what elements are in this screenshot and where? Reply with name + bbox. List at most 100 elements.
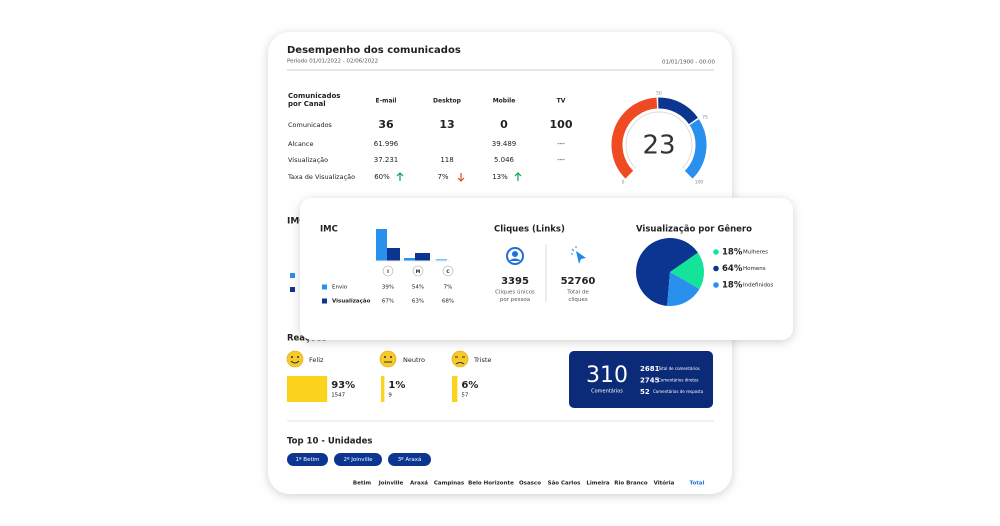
label: Total <box>689 481 704 487</box>
arrow-head <box>514 172 522 177</box>
label: por Canal <box>288 100 326 108</box>
comments-box <box>569 351 713 408</box>
label: Limeira <box>586 481 609 487</box>
label: Desktop <box>433 98 462 105</box>
label: Mobile <box>493 98 516 105</box>
legend-swatch <box>290 287 295 292</box>
title: Desempenho dos comunicados <box>287 45 461 56</box>
label: 52760 <box>561 276 596 287</box>
label: Período 01/01/2022 - 02/06/2022 <box>287 58 378 65</box>
label: Mulheres <box>743 250 768 256</box>
label: 57 <box>461 393 468 399</box>
gauge-value: 23 <box>642 131 675 161</box>
label: Comunicados <box>288 121 333 129</box>
label: cliques <box>568 297 587 303</box>
label: Indefinidos <box>743 283 773 289</box>
label: Cliques (Links) <box>494 225 565 235</box>
unit-badge <box>388 453 431 466</box>
label: Vitória <box>654 480 675 487</box>
unit-badge <box>287 453 328 466</box>
imc-bars <box>376 229 447 261</box>
pie-slice <box>667 272 700 306</box>
gauge-arc <box>611 97 658 179</box>
label: 1547 <box>331 393 345 399</box>
label: 01/01/1900 - 00:00 <box>662 60 716 66</box>
label: 18% <box>722 281 743 291</box>
label: Betim <box>353 481 371 487</box>
label: Campinas <box>434 481 465 487</box>
label: 13% <box>492 173 508 181</box>
label: Alcance <box>288 140 314 148</box>
label: 100 <box>550 118 573 131</box>
label: 52 <box>640 388 650 396</box>
label: Total de <box>566 290 589 296</box>
reaction-bar <box>452 376 458 402</box>
legend-dot <box>713 282 719 288</box>
legend-swatch <box>322 284 327 290</box>
trend-arrow <box>396 172 404 181</box>
label: Triste <box>473 356 491 364</box>
label: 93% <box>331 380 355 391</box>
label: 63% <box>412 299 424 305</box>
label: C <box>446 269 450 275</box>
legend-swatch <box>322 298 327 304</box>
label: 60% <box>374 173 390 181</box>
legend-dot <box>713 249 719 255</box>
label: 36 <box>378 118 394 131</box>
label: 61.996 <box>374 140 399 148</box>
label: São Carlos <box>548 481 581 487</box>
label: Visualização <box>288 156 328 164</box>
reaction-bar <box>381 376 385 402</box>
label: Rio Branco <box>614 481 648 487</box>
label: Visualização <box>332 299 371 305</box>
legend-dot <box>713 265 719 272</box>
label: 39% <box>382 285 394 291</box>
label: Cliques únicos <box>495 289 535 296</box>
label: 0 <box>500 118 508 131</box>
label: 50 <box>656 91 662 97</box>
label: 37.231 <box>374 156 399 164</box>
label: 13 <box>439 118 454 131</box>
label: Visualização por Gênero <box>636 224 752 235</box>
label: I <box>387 269 389 275</box>
label: TV <box>557 98 566 105</box>
label: 64% <box>722 264 743 274</box>
emoji <box>286 350 304 368</box>
label: 68% <box>442 299 454 305</box>
label: 3º Araxá <box>398 456 422 463</box>
label: 54% <box>412 285 424 291</box>
emoji <box>379 350 397 368</box>
arrow-head <box>457 177 465 182</box>
label: Feliz <box>309 356 324 364</box>
trend-arrow <box>514 172 522 181</box>
label: Osasco <box>519 481 541 487</box>
person-icon <box>506 247 524 265</box>
emoji <box>451 350 469 368</box>
label: 3395 <box>501 276 529 287</box>
label: E-mail <box>375 98 396 105</box>
reaction-bar <box>287 376 328 402</box>
legend-swatch <box>290 273 295 278</box>
label: 0 <box>622 180 625 186</box>
label: 39.489 <box>492 140 517 148</box>
label: 310 <box>586 363 628 388</box>
label: --- <box>557 140 565 148</box>
pie-slice <box>636 238 698 306</box>
label: Comunicados <box>288 92 340 100</box>
label: Homens <box>743 266 766 272</box>
gauge-arc <box>684 119 707 179</box>
label: Comentários diretos <box>658 378 698 383</box>
label: Joinville <box>378 481 404 487</box>
label: 75 <box>702 115 708 121</box>
cursor-icon <box>571 246 586 264</box>
label: Neutro <box>403 356 425 364</box>
label: 18% <box>722 248 743 258</box>
arrow-head <box>396 172 404 177</box>
label: Comentários <box>591 388 623 395</box>
label: M <box>416 269 421 275</box>
bar-label-badge <box>412 265 424 277</box>
label: 7% <box>437 173 448 181</box>
label: Comentários de resposta <box>653 389 704 394</box>
label: --- <box>557 156 565 164</box>
